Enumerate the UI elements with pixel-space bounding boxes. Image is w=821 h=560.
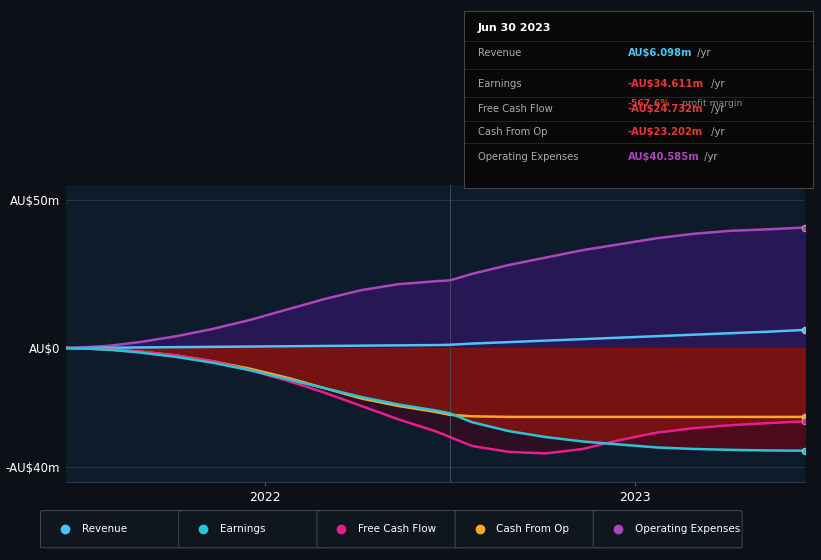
Text: Revenue: Revenue [478,48,521,58]
FancyBboxPatch shape [455,511,604,548]
Text: Operating Expenses: Operating Expenses [635,524,740,534]
FancyBboxPatch shape [594,511,742,548]
Text: -AU$23.202m: -AU$23.202m [628,127,703,137]
Text: profit margin: profit margin [679,99,742,108]
FancyBboxPatch shape [40,511,190,548]
FancyBboxPatch shape [317,511,466,548]
Text: -567.6%: -567.6% [628,99,671,108]
Text: -AU$34.611m: -AU$34.611m [628,78,704,88]
Text: Revenue: Revenue [82,524,126,534]
Text: Free Cash Flow: Free Cash Flow [478,104,553,114]
Text: AU$6.098m: AU$6.098m [628,48,692,58]
Text: /yr: /yr [701,152,718,162]
Text: Free Cash Flow: Free Cash Flow [358,524,436,534]
Text: /yr: /yr [694,48,710,58]
FancyBboxPatch shape [179,511,328,548]
Text: AU$40.585m: AU$40.585m [628,152,699,162]
Text: /yr: /yr [709,104,725,114]
Text: Cash From Op: Cash From Op [497,524,569,534]
Text: Cash From Op: Cash From Op [478,127,548,137]
Text: Earnings: Earnings [220,524,265,534]
Text: Operating Expenses: Operating Expenses [478,152,578,162]
Text: Jun 30 2023: Jun 30 2023 [478,22,552,32]
Text: -AU$24.732m: -AU$24.732m [628,104,704,114]
Text: Earnings: Earnings [478,78,521,88]
Text: /yr: /yr [709,127,725,137]
Text: /yr: /yr [709,78,725,88]
